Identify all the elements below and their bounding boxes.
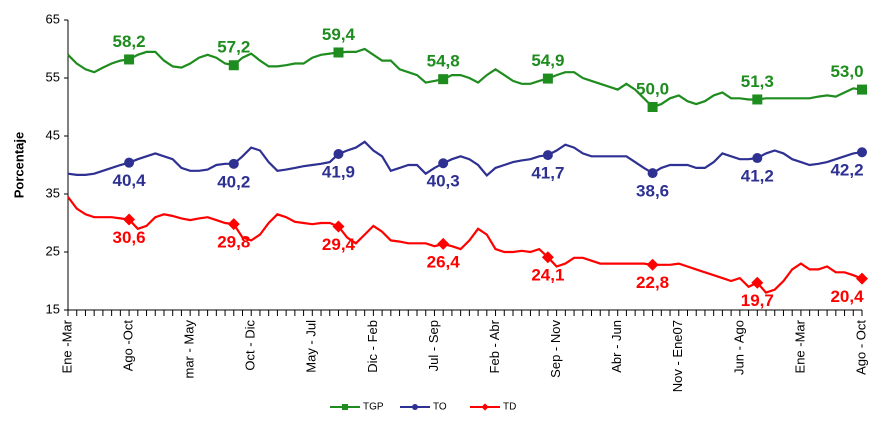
data-label: 42,2 (830, 161, 863, 180)
x-tick-label: Ene -Mar (59, 319, 74, 373)
data-label: 29,8 (217, 233, 250, 252)
point-marker (228, 158, 239, 169)
data-label: 58,2 (113, 32, 146, 51)
point-marker (124, 54, 135, 65)
point-marker (856, 272, 868, 285)
point-marker (751, 276, 764, 289)
y-tick-label: 15 (46, 301, 60, 316)
x-tick-label: Jul - Sep (426, 320, 441, 371)
point-marker (332, 220, 345, 233)
point-marker (542, 150, 553, 161)
point-marker (438, 158, 449, 169)
y-tick-label: 55 (46, 69, 60, 84)
data-label: 51,3 (741, 72, 774, 91)
data-label: 57,2 (217, 38, 250, 57)
point-marker (123, 213, 136, 226)
point-marker (333, 148, 344, 159)
legend-label: TGP (363, 402, 384, 413)
x-tick-label: Ago - Oct (853, 320, 868, 375)
point-marker (438, 74, 449, 85)
point-marker (857, 147, 867, 158)
x-tick-label: Oct - Dic (243, 320, 258, 371)
x-tick-label: Sep - Nov (548, 320, 563, 378)
point-marker (857, 84, 867, 95)
legend-marker (342, 404, 348, 410)
point-marker (437, 237, 450, 250)
data-label: 41,9 (322, 162, 355, 181)
series-line (67, 196, 863, 294)
data-label: 38,6 (636, 182, 669, 201)
point-marker (752, 153, 763, 164)
data-label: 50,0 (636, 79, 669, 98)
point-marker (228, 60, 239, 71)
point-marker (227, 218, 240, 231)
legend-marker (412, 404, 418, 410)
data-label: 24,1 (531, 266, 564, 285)
data-label: 40,4 (113, 171, 147, 190)
legend-label: TD (503, 402, 516, 413)
y-axis-title: Porcentaje (11, 132, 26, 198)
point-marker (542, 73, 553, 84)
x-tick-label: mar - May (182, 320, 197, 379)
point-marker (647, 168, 658, 179)
x-tick-label: Ago -Oct (121, 320, 136, 372)
y-tick-label: 25 (46, 243, 60, 258)
x-tick-label: Feb - Abr (487, 319, 502, 373)
data-label: 22,8 (636, 273, 669, 292)
point-marker (752, 94, 763, 105)
data-label: 40,2 (217, 172, 250, 191)
data-label: 29,4 (322, 235, 356, 254)
data-label: 30,6 (113, 228, 146, 247)
point-marker (333, 47, 344, 58)
x-tick-label: Dic - Feb (365, 320, 380, 373)
point-marker (124, 157, 135, 168)
x-tick-label: Jun - Ago (731, 320, 746, 375)
data-label: 54,9 (531, 51, 564, 70)
y-tick-label: 45 (46, 127, 60, 142)
series-line (67, 140, 863, 177)
data-label: 41,7 (531, 164, 564, 183)
legend-label: TO (433, 402, 447, 413)
data-label: 40,3 (427, 172, 460, 191)
data-label: 20,4 (830, 287, 864, 306)
data-label: 41,2 (741, 167, 774, 186)
x-tick-label: Abr - Jun (609, 320, 624, 373)
data-label: 53,0 (830, 62, 863, 81)
x-tick-label: May - Jul (304, 320, 319, 373)
series-line (67, 47, 863, 109)
x-tick-label: Nov - Ene07 (670, 320, 685, 392)
x-tick-label: Ene -Mar (792, 319, 807, 373)
data-label: 59,4 (322, 25, 356, 44)
y-tick-label: 35 (46, 185, 60, 200)
point-marker (541, 251, 554, 264)
point-marker (647, 102, 658, 112)
point-marker (646, 258, 659, 271)
legend-marker (481, 403, 489, 411)
data-label: 26,4 (427, 252, 461, 271)
y-tick-label: 65 (46, 11, 60, 26)
data-label: 19,7 (741, 291, 774, 310)
data-label: 54,8 (427, 52, 460, 71)
